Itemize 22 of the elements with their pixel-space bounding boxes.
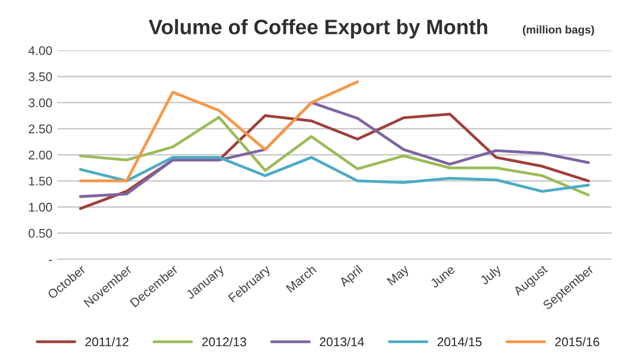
y-tick-label: 0.50 <box>28 228 52 238</box>
y-tick-label: 3.50 <box>28 72 52 82</box>
chart-title: Volume of Coffee Export by Month <box>148 19 488 39</box>
y-tick-label: 2.00 <box>28 150 52 160</box>
y-tick-label: 4.00 <box>28 46 52 56</box>
legend-label: 2013/14 <box>320 337 364 346</box>
legend-label: 2014/15 <box>438 337 482 346</box>
y-tick-label: 1.00 <box>29 202 52 212</box>
x-tick-label: June <box>430 264 456 288</box>
chart-subtitle: (million bags) <box>522 25 594 36</box>
legend-label: 2012/13 <box>202 337 246 346</box>
x-tick-label: May <box>386 264 412 288</box>
legend-label: 2011/12 <box>85 337 128 346</box>
legend-label: 2015/16 <box>555 337 600 346</box>
y-tick-label: 2.50 <box>28 124 52 134</box>
x-tick-label: July <box>479 264 504 288</box>
line-series <box>79 116 590 196</box>
line-series <box>79 80 359 182</box>
y-tick-label: - <box>48 260 52 261</box>
y-tick-label: 3.00 <box>28 98 52 108</box>
y-tick-label: 1.50 <box>29 176 52 186</box>
line-series <box>79 156 590 193</box>
